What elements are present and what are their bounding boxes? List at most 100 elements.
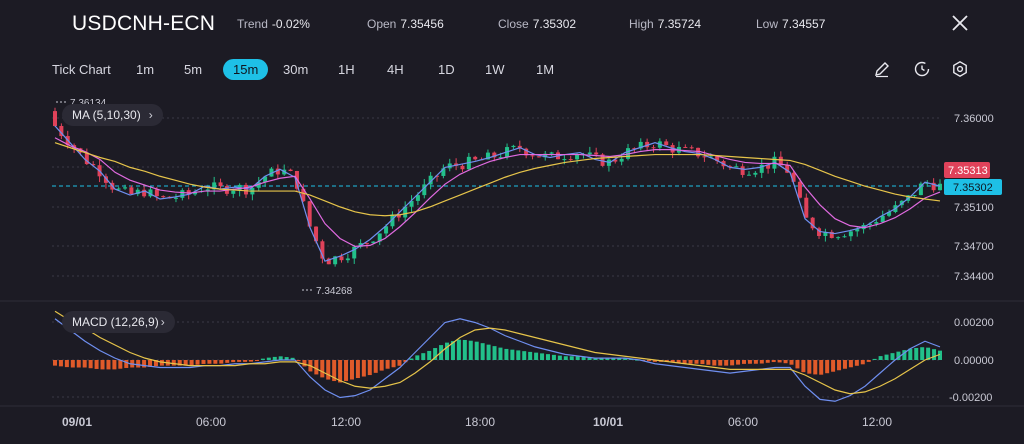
macd-histogram-bar bbox=[528, 351, 533, 360]
candle bbox=[587, 152, 592, 155]
macd-histogram-bar bbox=[142, 360, 147, 368]
macd-histogram-bar bbox=[563, 356, 568, 360]
open-value: 7.35456 bbox=[400, 17, 444, 31]
ma10-line bbox=[54, 137, 941, 247]
macd-histogram-bar bbox=[379, 360, 384, 371]
candle bbox=[364, 243, 369, 245]
grid bbox=[0, 117, 1024, 407]
tab-4h[interactable]: 4H bbox=[387, 62, 404, 77]
tab-15m[interactable]: 15m bbox=[223, 59, 269, 80]
high-label: High bbox=[629, 17, 654, 31]
candle bbox=[161, 196, 166, 198]
macd-histogram-bar bbox=[219, 360, 224, 364]
pencil-icon[interactable] bbox=[873, 60, 891, 78]
ma5-line bbox=[54, 125, 941, 262]
macd-histogram-bar bbox=[195, 360, 200, 365]
macd-histogram-bar bbox=[153, 360, 158, 367]
candle bbox=[333, 256, 338, 265]
candle bbox=[708, 156, 713, 158]
tab-30m[interactable]: 30m bbox=[283, 62, 309, 77]
macd-histogram-bar bbox=[243, 360, 248, 362]
macd-histogram-bar bbox=[290, 357, 295, 360]
macd-histogram-bar bbox=[201, 360, 206, 364]
macd-histogram-bar bbox=[700, 360, 705, 365]
candle bbox=[613, 159, 618, 162]
macd-histogram-bar bbox=[100, 360, 105, 370]
macd-histogram-bar bbox=[462, 339, 467, 360]
macd-histogram-bar bbox=[94, 360, 99, 369]
macd-histogram-bar bbox=[540, 353, 545, 360]
macd-histogram-bar bbox=[676, 360, 681, 363]
candle bbox=[91, 164, 96, 166]
macd-histogram-bar bbox=[730, 360, 735, 366]
candle bbox=[263, 176, 268, 183]
candle bbox=[473, 156, 478, 160]
macd-histogram-bar bbox=[266, 357, 271, 360]
y-tick-7.34400: 7.34400 bbox=[954, 271, 994, 283]
tab-1d[interactable]: 1D bbox=[438, 62, 455, 77]
candle bbox=[543, 153, 548, 158]
candle bbox=[485, 152, 490, 160]
macd-histogram-bar bbox=[118, 360, 123, 369]
candle bbox=[759, 164, 764, 173]
candle bbox=[740, 166, 745, 175]
candle bbox=[244, 184, 249, 195]
macd-histogram-bar bbox=[522, 351, 527, 360]
candle bbox=[931, 182, 936, 191]
macd-histogram-bar bbox=[860, 360, 865, 365]
macd-histogram-bar bbox=[415, 355, 420, 360]
x-label-1200b: 12:00 bbox=[862, 415, 892, 429]
settings-icon[interactable] bbox=[951, 60, 969, 78]
macd-histogram-bar bbox=[124, 360, 129, 368]
x-label-1001: 10/01 bbox=[593, 415, 623, 429]
macd-histogram-bar bbox=[397, 360, 402, 366]
close-icon[interactable] bbox=[950, 13, 970, 33]
macd-histogram-bar bbox=[652, 360, 657, 362]
candle bbox=[536, 156, 541, 158]
tab-1m-month[interactable]: 1M bbox=[536, 62, 555, 77]
tick-chart-label[interactable]: Tick Chart bbox=[52, 62, 111, 77]
candle bbox=[218, 182, 223, 187]
high-value: 7.35724 bbox=[657, 17, 702, 31]
macd-histogram-bar bbox=[237, 360, 242, 362]
tab-5m[interactable]: 5m bbox=[184, 62, 203, 77]
candle bbox=[409, 200, 414, 207]
tab-1h[interactable]: 1H bbox=[338, 62, 355, 77]
candle bbox=[345, 258, 350, 261]
tab-1w[interactable]: 1W bbox=[485, 62, 505, 77]
macd-histogram-bar bbox=[599, 358, 604, 360]
candle bbox=[918, 183, 923, 196]
macd-histogram-bar bbox=[623, 358, 628, 360]
macd-histogram-bar bbox=[534, 352, 539, 360]
macd-indicator-chip[interactable]: MACD (12,26,9) › bbox=[62, 311, 175, 333]
trend-value: -0.02% bbox=[271, 17, 310, 31]
symbol-title: USDCNH-ECN bbox=[72, 12, 216, 35]
last-price-tag-red bbox=[944, 162, 990, 178]
macd-histogram-bar bbox=[433, 348, 438, 360]
candle bbox=[855, 229, 860, 232]
chevron-right-icon: › bbox=[148, 108, 153, 122]
macd-histogram-bar bbox=[76, 360, 81, 368]
candle bbox=[938, 183, 942, 191]
trend-stat: Trend -0.02% bbox=[237, 17, 310, 31]
x-label-1800: 18:00 bbox=[465, 415, 495, 429]
candle bbox=[797, 181, 802, 198]
tab-1m[interactable]: 1m bbox=[136, 62, 155, 77]
macd-histogram-bar bbox=[254, 360, 259, 361]
ma-indicator-chip[interactable]: MA (5,10,30) › bbox=[62, 104, 163, 126]
candle bbox=[568, 159, 573, 161]
macd-histogram-bar bbox=[82, 360, 87, 368]
macd-histogram-bar bbox=[545, 354, 550, 360]
macd-histogram-bar bbox=[468, 340, 473, 360]
macd-histogram-bar bbox=[260, 358, 265, 360]
candle bbox=[441, 168, 446, 176]
macd-histogram-bar bbox=[890, 353, 895, 360]
history-icon[interactable] bbox=[913, 60, 931, 78]
candle bbox=[275, 168, 280, 175]
macd-histogram-bar bbox=[391, 360, 396, 368]
macd-histogram-bar bbox=[813, 360, 818, 375]
candle bbox=[600, 154, 605, 166]
candle bbox=[103, 176, 108, 183]
macd-histogram-bar bbox=[896, 351, 901, 360]
